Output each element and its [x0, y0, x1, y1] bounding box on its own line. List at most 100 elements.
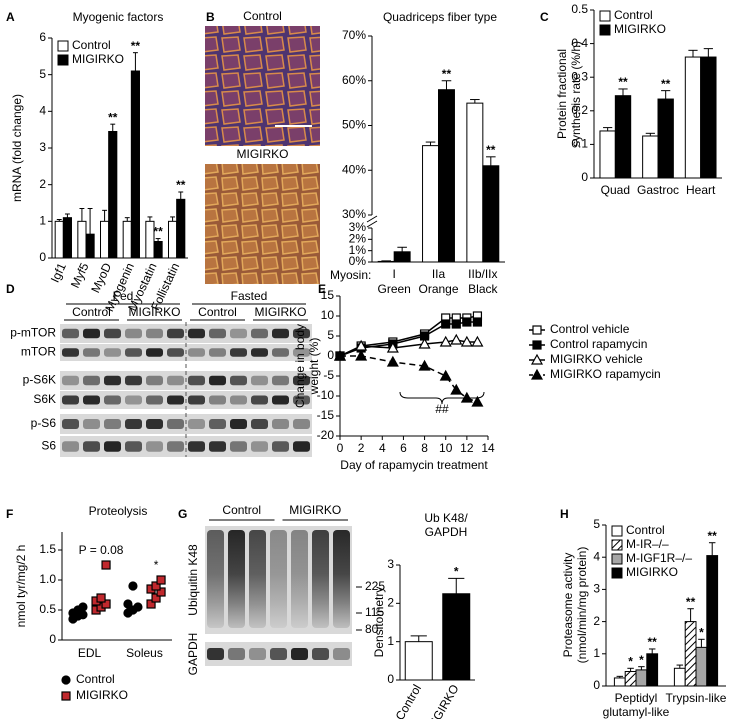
legend-label: M-IR–/– [626, 537, 669, 551]
band [293, 348, 310, 357]
chart-title: Quadriceps fiber type [383, 10, 497, 24]
y-tick-label: 2% [349, 232, 367, 246]
marker [450, 333, 463, 345]
band [293, 375, 310, 386]
x-axis-label: Day of rapamycin treatment [340, 458, 488, 472]
band [230, 419, 247, 429]
bar [54, 220, 64, 259]
row-label: p-S6 [31, 416, 57, 430]
x-tick-label: 4 [379, 441, 386, 455]
band [272, 441, 289, 452]
y-tick-label: 15 [321, 288, 335, 302]
significance-label: ** [661, 77, 671, 91]
legend-label: M-IGF1R–/– [626, 551, 692, 565]
y-tick-label: 3% [349, 220, 367, 234]
bar [695, 646, 708, 687]
marker [530, 368, 544, 380]
x-tick-label: I [392, 267, 395, 281]
y-axis-label: nmol tyr/mg/2 h [14, 545, 28, 628]
band [228, 648, 245, 660]
axis-break [366, 220, 378, 228]
marker [96, 593, 106, 603]
bar [77, 220, 87, 259]
chart-title: Proteolysis [89, 504, 148, 518]
band [125, 375, 142, 386]
band [146, 375, 163, 386]
x-tick-label: Quad [601, 183, 630, 197]
y-tick-label: 0% [349, 254, 367, 268]
legend-label: MIGIRKO [614, 22, 666, 36]
band [251, 375, 268, 386]
mw-marker: 80 [365, 622, 379, 636]
condition-label: Fasted [231, 289, 268, 303]
chart-title: Ub K48/GAPDH [424, 511, 468, 539]
marker [532, 340, 542, 350]
band [270, 530, 287, 628]
y-axis-label: Change in bodyweight (%) [293, 324, 321, 408]
band [272, 395, 289, 405]
marker [133, 602, 143, 612]
significance-label: P = 0.08 [79, 543, 124, 557]
band [83, 328, 100, 339]
marker [355, 349, 368, 361]
significance-label: ** [686, 595, 696, 609]
blot-strip [60, 436, 312, 457]
legend-swatch [611, 525, 623, 537]
band [207, 648, 224, 660]
y-tick-label: -5 [323, 368, 334, 382]
band [230, 441, 247, 452]
band [312, 530, 329, 628]
y-tick-label: 50% [342, 118, 366, 132]
marker [128, 581, 138, 591]
y-tick-label: 4 [593, 549, 600, 563]
legend-label: MIGIRKO [76, 688, 128, 702]
image-label: Control [243, 9, 282, 23]
marker [439, 369, 452, 381]
bar [108, 131, 118, 259]
band [230, 328, 247, 339]
bar [624, 671, 637, 687]
band [333, 648, 350, 660]
y-tick-label: 0.2 [571, 103, 588, 117]
x-tick-label: 14 [481, 441, 495, 455]
category-prefix: Myosin: [330, 268, 371, 282]
bar [646, 653, 659, 687]
legend-label: Control [626, 523, 665, 537]
x-tick-label: Gastroc [637, 183, 679, 197]
legend-swatch [611, 567, 623, 579]
blot-strip [60, 324, 312, 343]
y-tick-label: 5 [593, 517, 600, 531]
band [62, 348, 79, 357]
y-tick-label: 0.3 [571, 69, 588, 83]
band [293, 419, 310, 429]
bar [438, 89, 455, 263]
band [167, 441, 184, 452]
band [230, 375, 247, 386]
legend-label: Control vehicle [550, 322, 630, 336]
y-tick-label: 5 [39, 67, 46, 81]
row-label: S6 [41, 439, 56, 453]
y-tick-label: 2 [39, 177, 46, 191]
annotation: ## [435, 402, 449, 416]
band [104, 395, 121, 405]
marker [471, 335, 484, 347]
y-tick-label: 0 [39, 250, 46, 264]
band [312, 648, 329, 660]
y-tick-label: -10 [317, 388, 335, 402]
band [62, 328, 79, 339]
band [104, 441, 121, 452]
panel-label: A [6, 10, 15, 24]
significance-label: ** [618, 75, 628, 89]
band [293, 328, 310, 339]
y-tick-label: 0 [581, 170, 588, 184]
band [270, 648, 287, 660]
significance-label: ** [442, 67, 452, 81]
bar [100, 220, 110, 259]
y-tick-label: 0 [387, 672, 394, 686]
legend-swatch [599, 10, 611, 22]
band [251, 328, 268, 339]
x-tick-label: 12 [460, 441, 474, 455]
marker [439, 335, 452, 347]
group-label: MIGIRKO [254, 305, 306, 319]
